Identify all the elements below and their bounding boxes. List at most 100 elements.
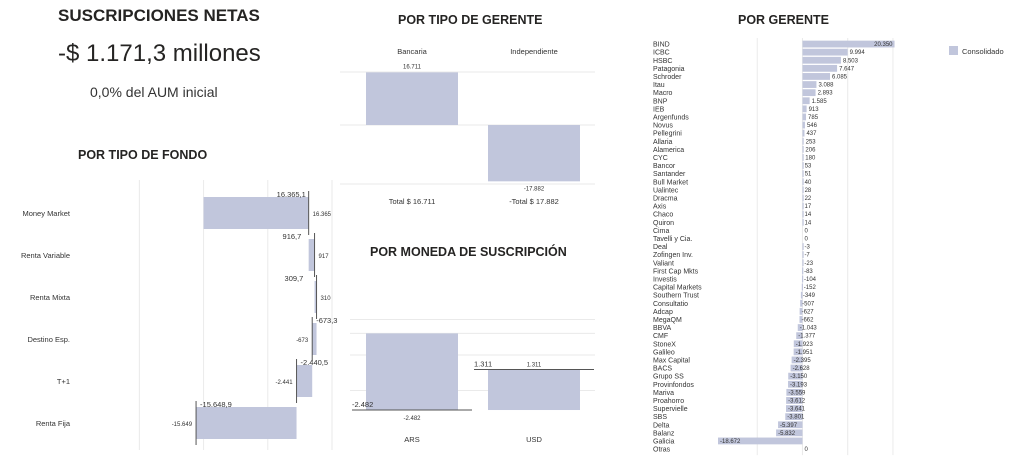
fondo-category-label: Renta Variable	[21, 251, 70, 260]
gerente-category-label: Adcap	[653, 309, 673, 316]
gtipo-data-label: -17.882	[524, 186, 545, 192]
gerente-bar	[788, 380, 803, 388]
gerente-data-label: 9.994	[850, 50, 866, 56]
gerente-category-label: Investis	[653, 276, 677, 283]
gerente-category-label: Galileo	[653, 349, 675, 356]
fondo-data-label: -15.648,9	[200, 400, 232, 409]
gerente-category-label: Grupo SS	[653, 374, 684, 381]
gerente-bar	[793, 348, 803, 356]
moneda-category-label: USD	[526, 435, 542, 444]
gerente-data-label: -104	[804, 277, 817, 283]
gerente-category-label: BNP	[653, 98, 668, 105]
gerente-bar	[802, 64, 838, 72]
gerente-bar	[802, 40, 895, 48]
gerente-category-label: Axis	[653, 204, 667, 211]
gerente-data-label: -1.043	[800, 326, 818, 332]
gerente-category-label: Provinfondos	[653, 382, 694, 389]
gerente-data-label: 1.585	[812, 99, 828, 105]
gerente-category-label: Dracma	[653, 195, 678, 202]
gerente-category-label: Mariva	[653, 390, 674, 397]
gerente-category-label: ICBC	[653, 50, 670, 57]
gerente-bar	[802, 218, 804, 226]
gerente-data-label: 546	[807, 123, 818, 129]
legend-label: Consolidado	[962, 47, 1004, 56]
moneda-small-label: 1.311	[527, 363, 542, 369]
moneda-data-label: -2.482	[352, 400, 373, 409]
gerente-bar	[802, 105, 807, 113]
fondo-data-label: 309,7	[285, 274, 304, 283]
fondo-data-label: -673,3	[316, 316, 337, 325]
fondo-data-label: 916,7	[283, 232, 302, 241]
gerente-category-label: Tavelli y Cia.	[653, 236, 692, 243]
fondo-title: POR TIPO DE FONDO	[78, 148, 208, 162]
gerente-data-label: 785	[808, 115, 819, 121]
fondo-bar	[312, 323, 317, 355]
gerente-data-label: -2.628	[793, 366, 811, 372]
gerente-data-label: 14	[805, 212, 812, 218]
fondo-bar	[314, 281, 317, 313]
gerente-data-label: 180	[805, 155, 816, 161]
gerente-bar	[799, 316, 803, 323]
gerente-category-label: IEB	[653, 106, 665, 113]
gerente-data-label: -5.397	[780, 423, 798, 429]
moneda-category-label: ARS	[404, 435, 419, 444]
gerente-bar	[802, 56, 841, 64]
gerente-category-label: Santander	[653, 171, 686, 178]
fondo-category-label: Money Market	[22, 209, 70, 218]
gerente-bar	[786, 405, 803, 412]
gerente-data-label: 8.503	[843, 58, 859, 64]
gerente-bar	[802, 202, 804, 210]
gerente-data-label: -507	[802, 301, 815, 307]
gerente-data-label: -23	[804, 261, 813, 267]
gtipo-bar	[488, 125, 580, 182]
gerente-bar	[793, 340, 803, 348]
gerente-category-label: Southern Trust	[653, 293, 699, 300]
gerente-data-label: -7	[804, 253, 810, 259]
gerente-data-label: -5.832	[778, 431, 796, 437]
gerente-category-label: Capital Markets	[653, 285, 702, 292]
gerente-data-label: 20.350	[874, 42, 893, 48]
gerente-bar	[786, 397, 803, 404]
gerente-bar	[800, 299, 803, 307]
gerente-bar	[802, 145, 804, 153]
summary-title: SUSCRIPCIONES NETAS	[58, 6, 260, 25]
gerente-category-label: BBVA	[653, 325, 671, 332]
legend-swatch	[949, 46, 958, 55]
gerente-category-label: Delta	[653, 422, 669, 429]
gtipo-data-label: 16.711	[403, 64, 422, 70]
fondo-bar	[196, 407, 297, 439]
fondo-bar	[308, 239, 315, 271]
gerente-data-label: -662	[801, 317, 814, 323]
fondo-small-label: -2.441	[276, 380, 294, 386]
gerente-bar	[802, 89, 816, 97]
gerente-bar	[802, 121, 805, 129]
fondo-small-label: -673	[296, 338, 309, 344]
summary-amount: -$ 1.171,3 millones	[58, 40, 261, 67]
gerente-bar	[802, 113, 807, 121]
gerente-category-label: SBS	[653, 414, 667, 421]
gerente-category-label: Galicia	[653, 438, 675, 445]
gerente-category-label: Pellegrini	[653, 131, 682, 138]
gerente-category-label: Bancor	[653, 163, 676, 170]
gerente-category-label: Valiant	[653, 260, 674, 267]
gerente-data-label: 0	[804, 228, 808, 234]
gerente-category-label: Macro	[653, 90, 673, 97]
fondo-small-label: 917	[319, 254, 330, 260]
gerente-category-label: Deal	[653, 244, 668, 251]
gtipo-total-label: Total $ 16.711	[389, 197, 436, 206]
gerente-data-label: -3.641	[788, 407, 806, 413]
gtipo-column-header: Bancaria	[397, 47, 427, 56]
gerente-bar	[802, 259, 804, 267]
gtipo-column-header: Independiente	[510, 47, 558, 56]
summary-aum-pct: 0,0% del AUM inicial	[90, 84, 218, 100]
gerente-category-label: MegaQM	[653, 317, 682, 324]
fondo-category-label: T+1	[57, 377, 70, 386]
gerente-data-label: -3.612	[788, 398, 806, 404]
gerente-data-label: 206	[805, 147, 816, 153]
fondo-bar	[296, 365, 313, 397]
gerente-data-label: -3.801	[787, 415, 805, 421]
fondo-bar	[203, 197, 309, 229]
gerente-category-label: Cima	[653, 228, 669, 235]
gerente-bar	[802, 154, 804, 161]
gerente-data-label: -152	[804, 285, 817, 291]
